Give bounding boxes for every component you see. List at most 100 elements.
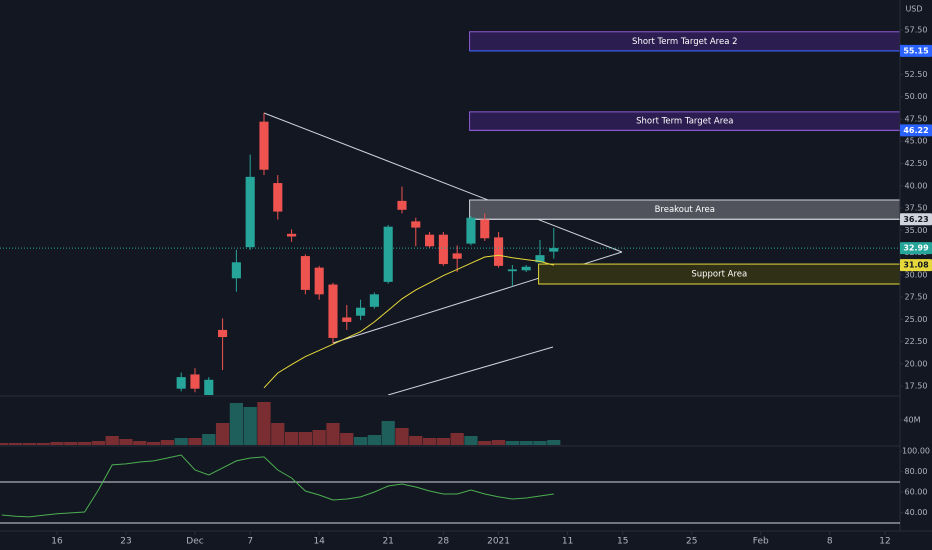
volume-tick-label: 40M [903,416,920,425]
volume-bar [340,433,354,445]
x-tick-label: 28 [438,537,450,547]
rsi-line [1,454,554,518]
volume-bar [243,407,257,445]
y-tick-label: 20.00 [905,359,928,368]
candle-body [218,329,228,338]
volume-bar [519,441,533,445]
volume-bar [450,433,464,445]
volume-bar [298,432,313,445]
trendline [263,112,623,253]
volume-bar [119,439,133,445]
candle-body [452,253,462,259]
volume-bar [188,438,202,445]
candle-body [259,121,269,170]
candle-body [466,217,476,244]
candle-body [383,226,393,282]
volume-bar [133,441,147,445]
y-tick-label: 30.00 [905,270,928,279]
y-tick-label: 57.50 [905,25,928,34]
volume-bar [174,438,188,445]
price-pane: Short Term Target Area 2 Short Term Targe… [176,31,900,395]
y-tick-label: 40.00 [905,181,928,190]
currency-label: USD [905,5,922,14]
x-tick-label: 11 [562,537,573,547]
volume-bar [77,442,92,445]
candle-body [314,267,324,295]
y-tick-label: 27.50 [905,293,928,302]
x-tick-label: 15 [617,537,628,547]
price-tag [900,44,932,57]
y-tick-label: 25.00 [905,315,928,324]
zone-label: Support Area [691,270,747,280]
candle-body [204,379,214,395]
volume-bar [326,423,340,445]
volume-bar [50,442,64,445]
candle-body [369,294,379,307]
rsi-tick-label: 80.00 [905,467,928,476]
candle-body [411,221,421,228]
x-tick-label: Dec [186,537,203,547]
volume-bar [257,402,271,445]
candle-body [287,233,297,237]
x-tick-label: 8 [827,537,833,547]
candle-body [507,269,517,272]
volume-bar [381,421,395,445]
volume-bar [533,441,547,445]
zone-label: Short Term Target Area 2 [632,37,738,47]
price-tag-label: 32.99 [903,244,929,253]
volume-bar [271,423,285,445]
volume-bar [464,436,478,445]
volume-bar [0,443,9,445]
rsi-tick-label: 60.00 [905,488,928,497]
x-tick-label: 16 [51,537,63,547]
volume-bar [202,434,216,445]
candle-body [549,248,559,252]
volume-bar [105,436,119,445]
price-tag [900,124,932,137]
volume-bar [547,440,561,445]
volume-bar [353,437,368,445]
candle-body [494,237,504,266]
candle-body [245,176,255,248]
trendline [387,346,554,395]
candle-body [342,317,352,322]
volume-bar [64,442,78,445]
candle-body [438,234,448,265]
volume-bar [146,442,161,445]
volume-bar [215,423,230,445]
price-tag [900,242,932,255]
price-tag-label: 46.22 [903,126,928,135]
candle-body [535,255,545,263]
x-tick-label: 14 [313,537,325,547]
x-tick-label: 21 [382,537,393,547]
x-tick-label: 12 [879,537,890,547]
volume-bar [367,435,382,445]
candle-body [300,256,310,290]
price-tag [900,213,932,226]
y-tick-label: 42.50 [905,159,928,168]
candle-body [231,262,241,279]
y-tick-label: 37.50 [905,204,928,213]
y-tick-label: 35.00 [905,226,928,235]
volume-bar [8,443,23,445]
volume-bar [312,430,326,445]
x-tick-label: 7 [247,537,253,547]
y-tick-label: 50.00 [905,92,928,101]
zone-label: Short Term Target Area [636,117,733,127]
y-tick-label: 45.00 [905,137,928,146]
x-tick-label: 25 [686,537,697,547]
volume-bar [160,440,175,445]
volume-bar [505,441,519,445]
x-tick-label: Feb [753,537,769,547]
volume-bar [478,441,492,445]
rsi-tick-label: 40.00 [905,508,928,517]
volume-bar [422,438,437,445]
moving-average [263,254,554,389]
candle-body [521,266,531,271]
price-tag-label: 31.08 [903,261,929,270]
zone-label: Breakout Area [655,205,715,215]
volume-bar [229,403,244,445]
candle-body [356,307,366,316]
volume-bar [284,432,299,445]
y-tick-label: 17.50 [905,382,928,391]
